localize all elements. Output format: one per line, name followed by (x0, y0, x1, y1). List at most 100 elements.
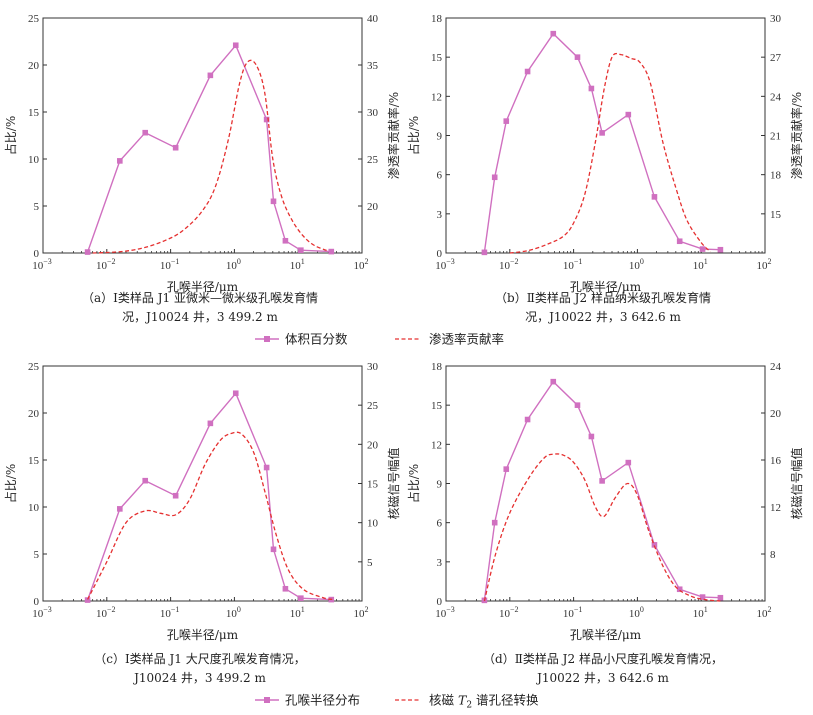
x-tick-label: 100 (226, 257, 241, 272)
legend-ab: 体积百分数 渗透率贡献率 (255, 332, 504, 347)
y2-tick-label: 18 (770, 170, 782, 182)
x-tick-label: 10−2 (499, 257, 519, 272)
x-tick-label: 10−2 (96, 257, 116, 272)
data-point-marker (282, 585, 289, 592)
y-tick-label: 25 (28, 361, 40, 373)
x-tick-label: 101 (290, 257, 305, 272)
data-point-marker (717, 594, 724, 601)
y-tick-label: 10 (28, 154, 40, 166)
series-line-primary (483, 32, 721, 253)
series-line-secondary (87, 431, 333, 601)
x-tick-label: 100 (226, 605, 241, 620)
plot-frame (445, 365, 766, 602)
data-point-marker (651, 194, 658, 200)
x-tick-label: 102 (354, 257, 369, 272)
y-tick-label: 10 (28, 502, 40, 514)
y-tick-label: 5 (34, 549, 40, 561)
y2-tick-label: 30 (367, 107, 379, 119)
y2-tick-label: 40 (367, 13, 379, 25)
y-tick-label: 18 (431, 361, 443, 373)
y-axis-title: 占比/% (406, 464, 421, 503)
y2-axis-title: 核磁信号幅值 (789, 447, 804, 519)
legend-primary-label: 体积百分数 (285, 332, 348, 347)
x-tick-label: 10−3 (435, 257, 455, 272)
data-point-marker (328, 248, 335, 255)
panel-caption-line: J10024 井，3 499.2 m (132, 671, 266, 685)
legend-secondary-label: 核磁 T2 谱孔径转换 (429, 693, 539, 711)
panel-caption-line: （c）Ⅰ类样品 J1 大尺度孔喉发育情况， (94, 651, 306, 666)
x-tick-label: 100 (629, 605, 644, 620)
y-tick-label: 0 (34, 248, 40, 260)
y2-tick-label: 12 (770, 502, 781, 514)
x-tick-label: 101 (693, 605, 708, 620)
y-tick-label: 15 (28, 107, 40, 119)
y2-tick-label: 27 (770, 52, 782, 64)
x-tick-label: 100 (629, 257, 644, 272)
legend-primary-marker (264, 336, 270, 342)
x-axis-title: 孔喉半径/μm (167, 628, 239, 642)
x-tick-label: 10−1 (563, 605, 583, 620)
data-point-marker (550, 378, 557, 385)
y-axis-title: 占比/% (406, 116, 421, 155)
data-point-marker (232, 42, 239, 49)
y2-tick-label: 30 (367, 361, 379, 373)
data-point-marker (263, 116, 270, 123)
y-tick-label: 20 (28, 408, 40, 420)
y-tick-label: 5 (34, 201, 40, 213)
y-tick-label: 6 (437, 170, 443, 182)
chart-panel-b: 10−3 10−2 10−1 100 101 102 0 3 6 9 12 15 18 15 18 21 24 2… (406, 13, 804, 324)
data-point-marker (282, 237, 289, 244)
data-point-marker (625, 111, 632, 118)
y-tick-label: 15 (28, 455, 40, 467)
x-tick-label: 10−2 (96, 605, 116, 620)
x-tick-label: 10−2 (499, 605, 519, 620)
y2-tick-label: 21 (770, 131, 781, 143)
x-tick-label: 10−1 (563, 257, 583, 272)
data-point-marker (117, 506, 123, 512)
y-tick-label: 9 (437, 479, 443, 491)
y2-tick-label: 20 (367, 439, 379, 451)
legend-cd: 孔喉半径分布 核磁 T2 谱孔径转换 (255, 693, 539, 711)
x-axis-title: 孔喉半径/μm (167, 280, 239, 294)
x-tick-label: 10−1 (160, 257, 180, 272)
y2-tick-label: 24 (770, 91, 782, 103)
x-tick-label: 10−1 (160, 605, 180, 620)
y2-axis-title: 渗透率贡献率/% (789, 92, 804, 179)
data-point-marker (588, 433, 595, 440)
series-line-primary (483, 380, 721, 601)
data-point-marker (117, 158, 123, 164)
y-tick-label: 3 (437, 557, 443, 569)
panel-caption-line: （d）Ⅱ类样品 J2 样品小尺度孔喉发育情况， (483, 651, 723, 666)
data-point-marker (172, 144, 179, 151)
y2-axis-title: 渗透率贡献率/% (386, 92, 401, 179)
x-tick-label: 101 (693, 257, 708, 272)
x-axis-title: 孔喉半径/μm (570, 280, 642, 294)
x-tick-label: 10−3 (32, 257, 52, 272)
series-line-secondary (509, 52, 711, 254)
data-point-marker (270, 546, 277, 553)
data-point-marker (298, 247, 304, 253)
series-line-secondary (483, 453, 721, 602)
y-tick-label: 0 (34, 596, 40, 608)
y2-tick-label: 30 (770, 13, 782, 25)
series-line-secondary (92, 59, 329, 254)
y2-tick-label: 24 (770, 361, 782, 373)
data-point-marker (207, 420, 214, 427)
x-tick-label: 102 (757, 605, 772, 620)
y-tick-label: 3 (437, 209, 443, 221)
data-point-marker (263, 464, 270, 471)
y2-tick-label: 20 (770, 408, 782, 420)
y-axis-title: 占比/% (3, 116, 18, 155)
y2-tick-label: 5 (367, 557, 373, 569)
data-point-marker (699, 594, 706, 600)
data-point-marker (503, 466, 510, 472)
data-point-marker (524, 416, 531, 423)
x-tick-label: 10−3 (435, 605, 455, 620)
y-tick-label: 15 (431, 52, 443, 64)
data-point-marker (699, 246, 706, 252)
y-axis-title: 占比/% (3, 464, 18, 503)
x-tick-label: 10−3 (32, 605, 52, 620)
data-point-marker (142, 129, 149, 136)
chart-panel-a: 10−3 10−2 10−1 100 101 102 0 5 10 15 20 25 20 25 30 35 4… (3, 13, 401, 324)
